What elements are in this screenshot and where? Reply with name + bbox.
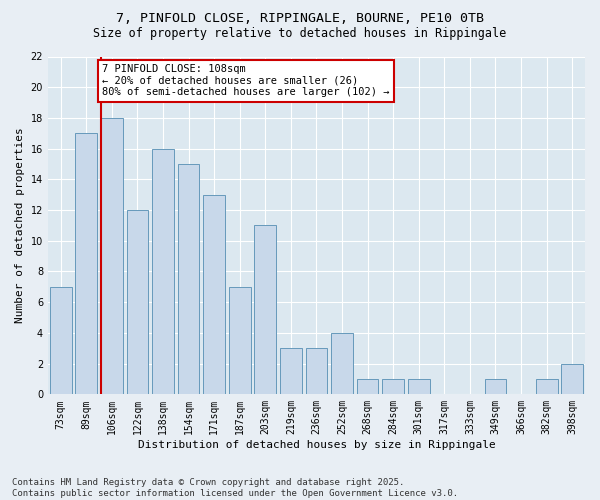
Bar xyxy=(127,210,148,394)
Bar xyxy=(357,379,379,394)
Bar xyxy=(76,134,97,394)
Bar xyxy=(485,379,506,394)
Bar xyxy=(562,364,583,394)
Bar xyxy=(536,379,557,394)
Bar xyxy=(305,348,328,395)
Text: 7, PINFOLD CLOSE, RIPPINGALE, BOURNE, PE10 0TB: 7, PINFOLD CLOSE, RIPPINGALE, BOURNE, PE… xyxy=(116,12,484,26)
Bar xyxy=(178,164,199,394)
Bar xyxy=(382,379,404,394)
Bar xyxy=(152,148,174,394)
Bar xyxy=(331,333,353,394)
Bar xyxy=(101,118,123,394)
Bar xyxy=(203,194,225,394)
Y-axis label: Number of detached properties: Number of detached properties xyxy=(15,128,25,324)
X-axis label: Distribution of detached houses by size in Rippingale: Distribution of detached houses by size … xyxy=(137,440,496,450)
Bar xyxy=(408,379,430,394)
Bar xyxy=(280,348,302,395)
Bar xyxy=(229,287,251,395)
Bar xyxy=(254,226,276,394)
Text: Size of property relative to detached houses in Rippingale: Size of property relative to detached ho… xyxy=(94,28,506,40)
Bar xyxy=(50,287,71,395)
Text: 7 PINFOLD CLOSE: 108sqm
← 20% of detached houses are smaller (26)
80% of semi-de: 7 PINFOLD CLOSE: 108sqm ← 20% of detache… xyxy=(102,64,390,98)
Text: Contains HM Land Registry data © Crown copyright and database right 2025.
Contai: Contains HM Land Registry data © Crown c… xyxy=(12,478,458,498)
